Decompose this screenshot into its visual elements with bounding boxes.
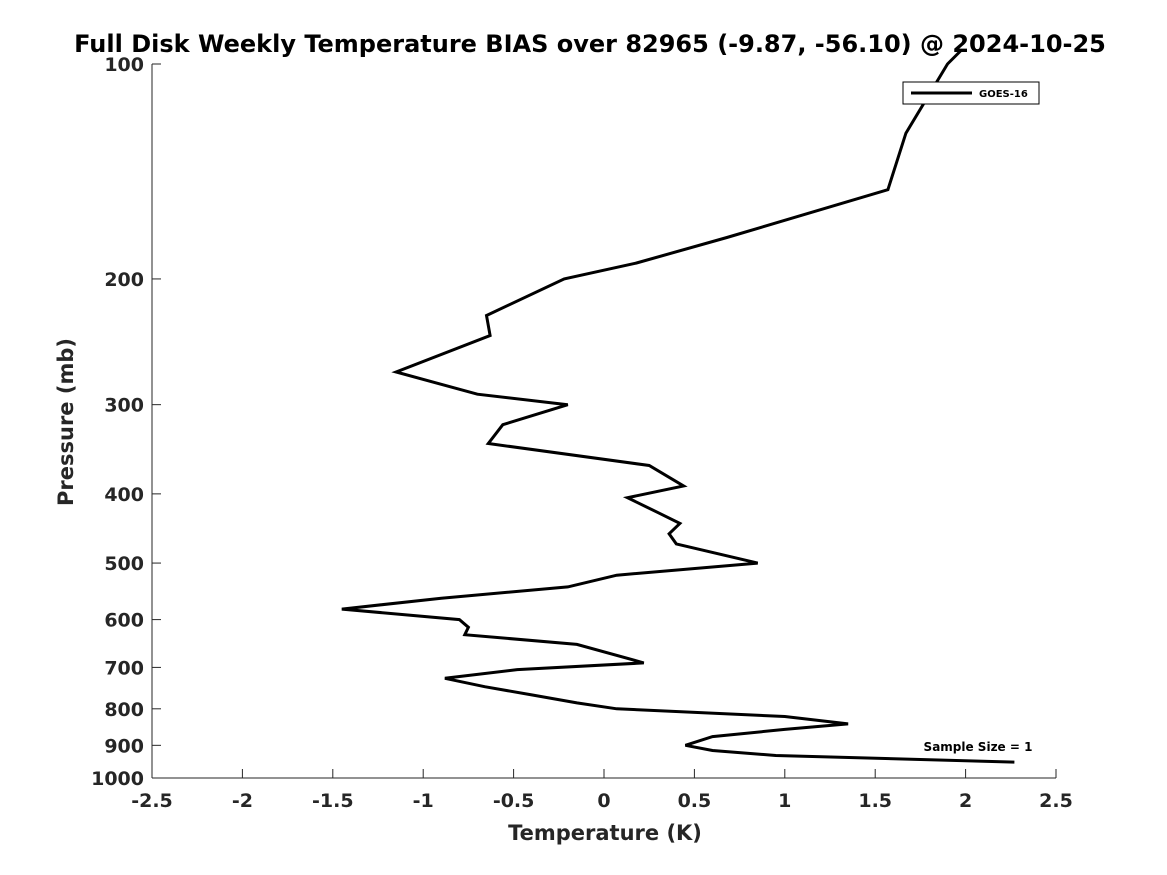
y-tick-label: 800 xyxy=(104,699,144,721)
y-tick-label: 400 xyxy=(104,484,144,506)
y-tick-label: 200 xyxy=(104,269,144,291)
x-tick-label: 1.5 xyxy=(858,790,892,812)
x-tick-label: -1 xyxy=(413,790,434,812)
chart-title: Full Disk Weekly Temperature BIAS over 8… xyxy=(74,30,1106,58)
x-tick-label: -2 xyxy=(232,790,253,812)
axis-ticks: -2.5 -2 -1.5 -1 -0.5 0 0.5 1 1.5 2 2.5 100 200 300 400… xyxy=(91,54,1073,812)
y-tick-label: 500 xyxy=(104,553,144,575)
x-tick-label: 1 xyxy=(778,790,791,812)
y-tick-label: 700 xyxy=(104,657,144,679)
y-tick-label: 300 xyxy=(104,395,144,417)
x-tick-label: 2.5 xyxy=(1039,790,1073,812)
y-tick-label: 900 xyxy=(104,735,144,757)
series-line-goes-16 xyxy=(341,48,1015,764)
y-tick-label: 100 xyxy=(104,54,144,76)
plot-area: -2.5 -2 -1.5 -1 -0.5 0 0.5 1 1.5 2 2.5 100 200 300 400… xyxy=(91,48,1073,812)
legend: GOES-16 xyxy=(902,81,1040,105)
x-tick-label: -1.5 xyxy=(312,790,354,812)
x-tick-label: 2 xyxy=(959,790,972,812)
x-tick-label: 0.5 xyxy=(678,790,712,812)
x-axis-label: Temperature (K) xyxy=(508,821,702,845)
y-axis-label: Pressure (mb) xyxy=(54,338,78,506)
x-tick-label: -0.5 xyxy=(493,790,535,812)
y-tick-label: 600 xyxy=(104,610,144,632)
x-tick-label: 0 xyxy=(597,790,610,812)
x-tick-label: -2.5 xyxy=(131,790,173,812)
y-tick-label: 1000 xyxy=(91,768,144,790)
legend-label-goes-16: GOES-16 xyxy=(979,89,1028,100)
sample-size-annotation: Sample Size = 1 xyxy=(924,740,1033,754)
